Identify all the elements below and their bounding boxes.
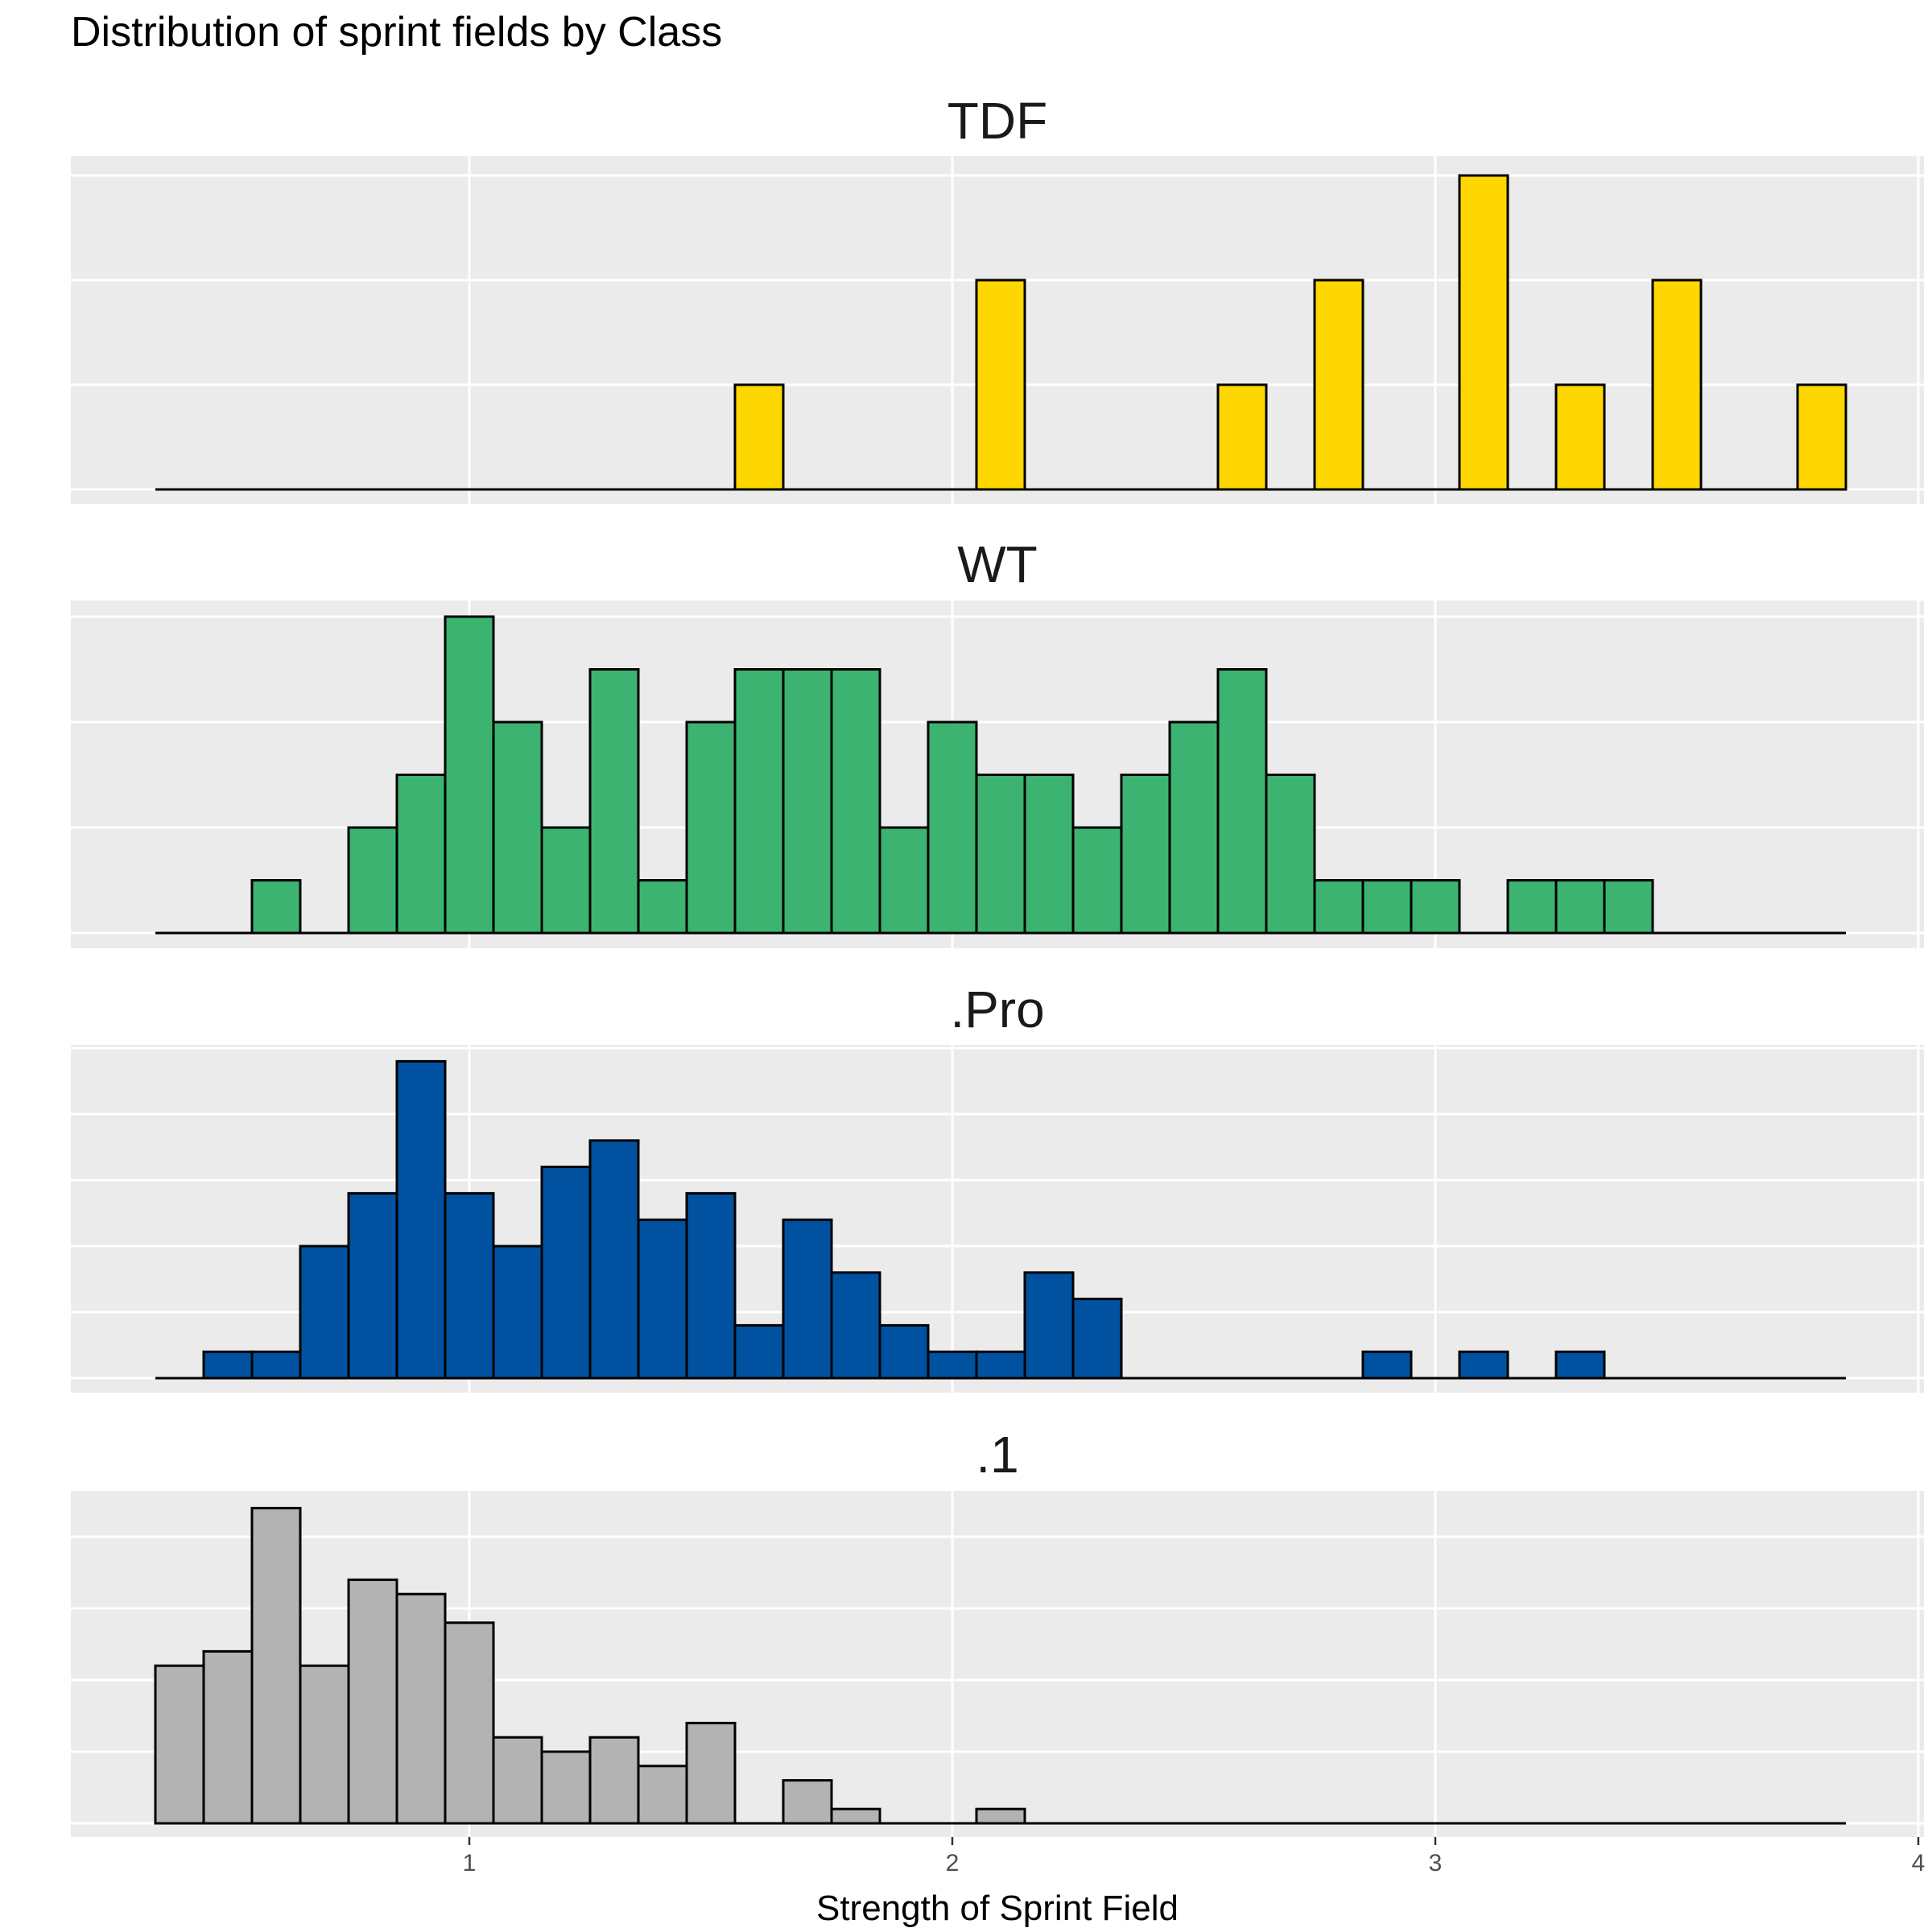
- histogram-bar: [878, 1323, 930, 1380]
- histogram-bar: [637, 879, 688, 935]
- histogram-bar: [1410, 879, 1461, 935]
- histogram-bar: [492, 720, 543, 935]
- facet-2: WT: [71, 535, 1924, 948]
- x-axis-tick-label: 1: [463, 1850, 477, 1876]
- histogram-bar: [588, 1139, 640, 1380]
- facet-1: TDF: [71, 92, 1924, 504]
- histogram-bar: [685, 1721, 737, 1825]
- histogram-bar: [830, 668, 881, 935]
- histogram-bar: [299, 1664, 350, 1825]
- histogram-bar: [1506, 879, 1558, 935]
- histogram-bar: [733, 668, 785, 935]
- histogram-bar: [540, 826, 592, 935]
- x-axis-tick-label: 3: [1429, 1850, 1443, 1876]
- histogram-bar: [202, 1350, 254, 1380]
- chart-title: Distribution of sprint fields by Class: [71, 9, 723, 56]
- histogram-bar: [1120, 774, 1171, 935]
- histogram-bar: [637, 1765, 688, 1825]
- facet-strip-label: .1: [976, 1426, 1018, 1484]
- histogram-bar: [347, 1191, 398, 1380]
- histogram-bar: [492, 1245, 543, 1380]
- histogram-bar: [444, 1621, 495, 1825]
- histogram-bar: [1651, 279, 1703, 491]
- histogram-bar: [1458, 174, 1509, 491]
- histogram-bar: [1313, 279, 1364, 491]
- histogram-bar: [1361, 1350, 1413, 1380]
- histogram-bar: [444, 1191, 495, 1380]
- facet-4: .1: [71, 1426, 1924, 1837]
- histogram-bar: [782, 1779, 833, 1825]
- histogram-bar: [637, 1218, 688, 1380]
- facet-strip-label: TDF: [947, 92, 1047, 150]
- histogram-bar: [395, 1592, 447, 1825]
- histogram-bar: [975, 1807, 1026, 1825]
- histogram-bar: [1554, 383, 1606, 491]
- histogram-bar: [588, 1736, 640, 1825]
- histogram-bar: [1023, 774, 1075, 935]
- histogram-bar: [250, 1506, 302, 1825]
- histogram-bar: [1071, 1298, 1123, 1380]
- histogram-bar: [1071, 826, 1123, 935]
- x-axis-title: Strength of Sprint Field: [816, 1889, 1179, 1928]
- histogram-bar: [830, 1807, 881, 1825]
- histogram-bar: [685, 1191, 737, 1380]
- histogram-bar: [1796, 383, 1847, 491]
- x-axis-tick-label: 4: [1912, 1850, 1926, 1876]
- histogram-bar: [588, 668, 640, 935]
- histogram-bar: [685, 720, 737, 935]
- histogram-bar: [395, 774, 447, 935]
- histogram-bar: [1023, 1271, 1075, 1380]
- histogram-bar: [878, 826, 930, 935]
- histogram-bar: [975, 774, 1026, 935]
- histogram-bar: [1216, 383, 1268, 491]
- histogram-bar: [250, 879, 302, 935]
- histogram-bar: [250, 1350, 302, 1380]
- histogram-bar: [927, 720, 978, 935]
- histogram-bar: [299, 1245, 350, 1380]
- histogram-bar: [782, 668, 833, 935]
- histogram-bar: [395, 1059, 447, 1380]
- histogram-bar: [927, 1350, 978, 1380]
- histogram-bar: [540, 1166, 592, 1380]
- histogram-bar: [1216, 668, 1268, 935]
- histogram-bar: [975, 279, 1026, 491]
- histogram-bar: [1554, 879, 1606, 935]
- histogram-bar: [1554, 1350, 1606, 1380]
- histogram-bar: [1361, 879, 1413, 935]
- facet-strip-label: WT: [957, 535, 1038, 593]
- histogram-bar: [444, 615, 495, 935]
- histogram-bar: [733, 1323, 785, 1380]
- histogram-bar: [1265, 774, 1316, 935]
- histogram-bar: [347, 1578, 398, 1825]
- histogram-bar: [1458, 1350, 1509, 1380]
- histogram-bar: [782, 1218, 833, 1380]
- histogram-bar: [1603, 879, 1654, 935]
- histogram-bar: [347, 826, 398, 935]
- histogram-bar: [492, 1736, 543, 1825]
- histogram-bar: [975, 1350, 1026, 1380]
- facet-strip-label: .Pro: [950, 980, 1044, 1038]
- histogram-bar: [830, 1271, 881, 1380]
- histogram-bar: [1313, 879, 1364, 935]
- histogram-bar: [202, 1649, 254, 1825]
- histogram-bar: [154, 1664, 205, 1825]
- histogram-bar: [733, 383, 785, 491]
- histogram-bar: [540, 1750, 592, 1825]
- facet-3: .Pro: [71, 980, 1924, 1393]
- histogram-bar: [1168, 720, 1220, 935]
- x-axis-tick-label: 2: [946, 1850, 960, 1876]
